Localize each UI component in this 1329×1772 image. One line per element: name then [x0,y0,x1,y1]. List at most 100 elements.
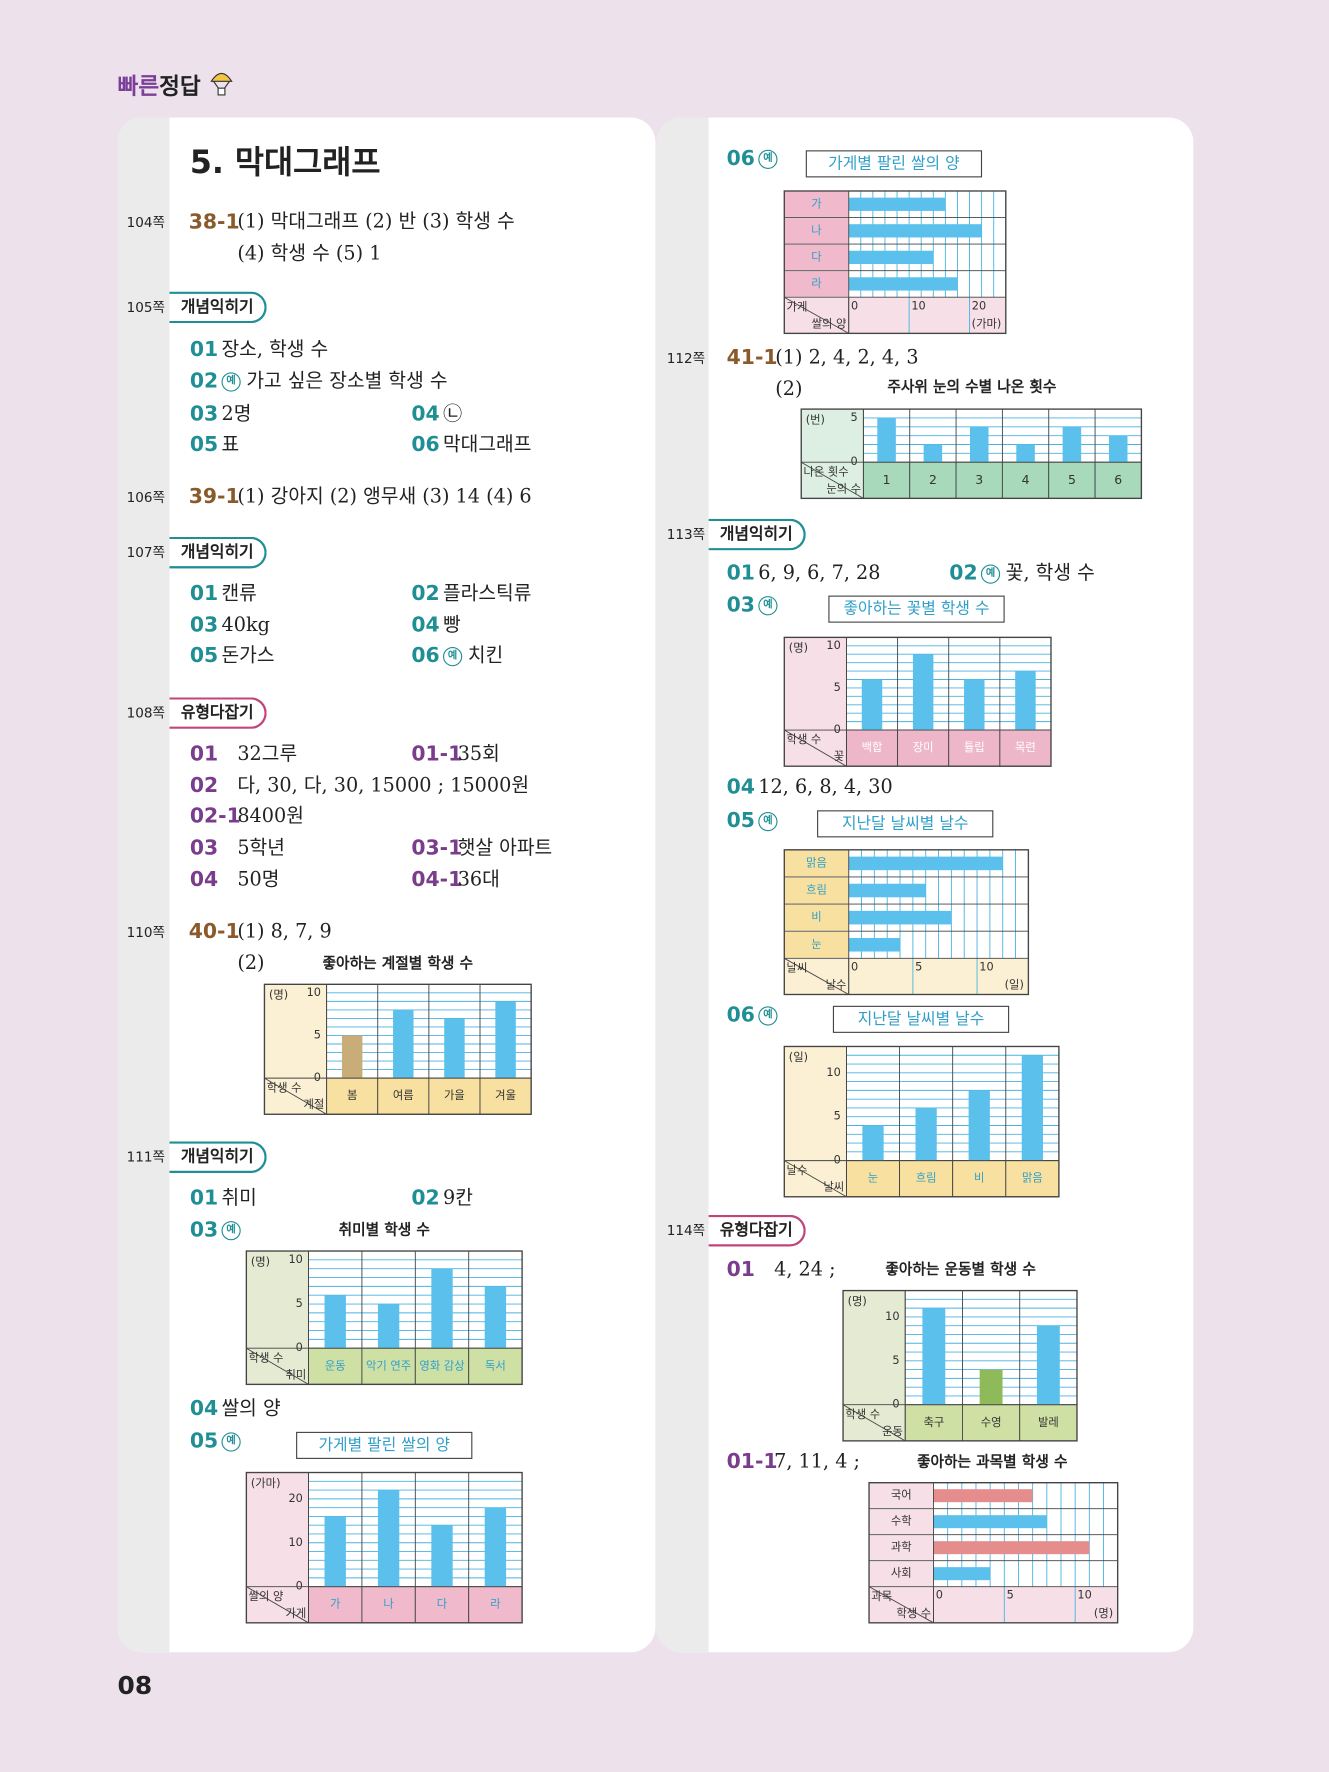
answer-text: 표 [221,433,240,456]
unit-label: (일) [789,1050,808,1064]
chart-frame [783,636,1052,767]
answer: 예 [758,149,778,169]
answer: 2명 [221,405,251,424]
answer-text: 캔류 [221,582,257,606]
bar [923,444,943,463]
category-cell [1048,461,1096,499]
bar [324,1295,346,1349]
category-label: 다 [437,1598,448,1611]
answer: 쌀의 양 [221,1399,280,1419]
left-panel [117,117,656,1653]
y-tick-label: 0 [834,1154,841,1167]
corner-label: 나온 횟수 [804,465,849,478]
answer-number: 03 [726,593,755,618]
category-label: 독서 [485,1359,506,1372]
axis-panel [264,984,327,1115]
corner-label: 쌀의 양 [249,1590,284,1603]
badge: 유형다잡기 [708,1214,807,1247]
bar [862,1125,884,1161]
answer-text: 취미 [221,1187,257,1210]
bar [1016,444,1035,463]
category-cell [948,729,1001,767]
corner-diagonal [784,729,847,767]
answer: 플라스틱류 [443,584,531,604]
bar [912,654,934,731]
answer-number: 02 [949,561,978,586]
chart-title: 좋아하는 꽃별 학생 수 [828,595,1005,623]
bar [848,197,946,211]
chart-frame [842,1289,1078,1442]
answer-text: 돈가스 [221,644,275,668]
answer-number: 03 [189,1218,219,1242]
bar [1015,671,1036,731]
answer-number: 01 [189,742,219,767]
answer-number: 03 [189,613,219,638]
answer: 막대그래프 [443,435,531,455]
answer-text: 치킨 [467,644,504,668]
chart-frame [868,1482,1119,1624]
chart-title: 지난달 날씨별 날수 [817,810,994,838]
answer: (1) 막대그래프 (2) 반 (3) 학생 수 [237,210,515,234]
example-mark: 예 [221,1221,241,1241]
chart-frame [800,408,1143,500]
bar [1062,426,1082,463]
answer-number: 05 [189,1429,219,1454]
bar [431,1268,453,1349]
category-label: 목련 [1015,741,1036,754]
corner-diagonal [264,1077,327,1115]
corner-label: 날수 [787,1164,808,1177]
corner-label: 과목 [871,1590,892,1603]
answer: 36대 [458,870,500,890]
category-cell [899,1160,954,1198]
category-label: 3 [975,472,983,487]
x-tick-label: 0 [851,299,858,312]
answer-number: 06 [411,644,440,668]
bar [377,1490,400,1587]
answer: (1) 강아지 (2) 앵무새 (3) 14 (4) 6 [237,487,531,507]
y-tick-label: 5 [834,1110,841,1123]
answer-number: 38-1 [188,210,240,234]
answer: 예 [758,596,778,616]
answer-number: 03 [189,402,219,427]
badge: 개념익히기 [169,291,268,324]
bar [848,856,1003,871]
answer: 예 가고 싶은 장소별 학생 수 [221,372,448,392]
answer-text: 40kg [221,614,270,637]
chart-frame [245,1471,523,1624]
category-label: 눈 [811,938,821,951]
category-label: 악기 연주 [366,1359,411,1372]
page-ref: 110쪽 [126,924,165,941]
y-tick-label: 5 [892,1354,899,1367]
category-label: 축구 [923,1416,944,1429]
answer-number: 01 [726,561,755,586]
axis-panel [801,409,864,499]
category-label: 1 [883,472,891,487]
page-ref: 111쪽 [126,1149,165,1166]
answer-number: 01-1 [411,742,463,767]
corner-label: 학생 수 [896,1607,931,1620]
badge: 유형다잡기 [169,697,268,729]
answer-number: 02 [189,774,219,798]
answer: 32그루 [237,745,297,764]
answer-number: 04 [189,867,219,892]
answer: 50명 [237,870,279,890]
answer: 돈가스 [221,644,275,668]
axis-panel [784,637,847,767]
category-label: 장미 [913,741,934,754]
y-tick-label: 0 [314,1071,321,1084]
category-label: 발레 [1038,1416,1059,1429]
category-label: 사회 [891,1567,912,1580]
answer-text: (1) 막대그래프 (2) 반 (3) 학생 수 [237,210,515,234]
bottom-panel [784,958,1029,995]
answer-number: 04 [726,775,755,799]
strip [117,117,170,1653]
y-tick-label: 5 [314,1028,321,1041]
chart-title: 가게별 팔린 쌀의 양 [805,150,983,178]
strip [656,117,709,1653]
corner-diagonal [801,461,864,499]
category-label: 비 [811,911,821,924]
answer-text: 5학년 [237,836,285,860]
y-tick-label: 10 [307,986,321,999]
page-ref: 113쪽 [666,526,706,543]
